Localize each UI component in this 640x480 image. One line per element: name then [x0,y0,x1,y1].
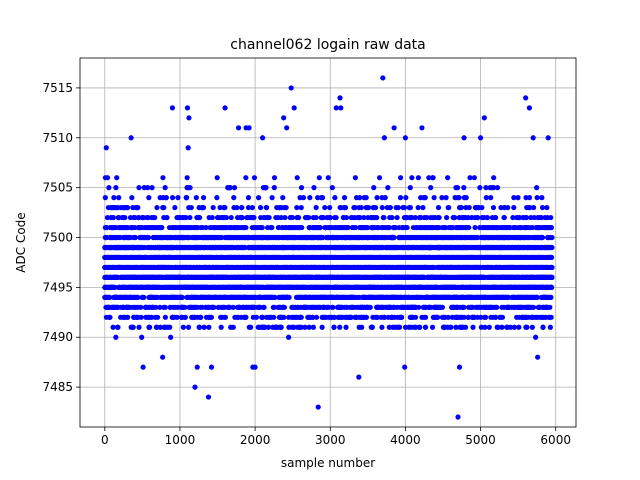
grid [80,58,576,427]
data-point [306,214,312,221]
data-point [102,195,108,201]
data-point [162,314,168,320]
data-point [337,324,343,330]
data-point [278,214,284,221]
data-point [172,204,178,211]
data-point [461,304,467,310]
data-point [113,334,119,340]
chart-title: channel062 logain raw data [230,37,425,53]
data-point [472,224,478,231]
data-point [420,204,426,211]
data-point [198,314,204,320]
data-point [218,324,224,330]
data-point [115,214,122,221]
data-point [141,294,147,300]
data-point [394,214,400,221]
data-point [326,304,332,310]
data-point [392,224,399,231]
data-point [416,304,422,310]
data-point [104,214,111,221]
data-points [102,75,555,420]
data-point [149,314,155,320]
data-point [182,314,188,320]
data-point [282,214,288,221]
data-point [327,204,333,211]
data-point [343,324,349,330]
data-point [203,224,209,231]
data-point [381,214,387,221]
data-point [271,304,277,310]
data-point [298,204,304,211]
data-point [145,234,152,241]
data-point [136,324,142,330]
data-point [446,204,452,211]
data-point [330,304,336,310]
data-point [386,224,392,231]
data-point [444,214,450,221]
data-point [415,204,421,211]
data-point [132,234,138,241]
data-point [228,214,234,221]
data-point [310,324,316,330]
data-point [153,304,159,310]
data-point [145,214,151,221]
data-point [168,334,174,340]
data-point [138,304,144,310]
data-point [217,204,223,211]
data-point [417,324,423,330]
data-point [230,324,236,330]
data-point [138,314,144,320]
data-point [106,294,113,300]
data-point [255,195,262,201]
data-point [313,314,320,320]
data-point [286,334,292,340]
data-point [139,334,145,340]
data-point [259,224,265,231]
data-point [296,214,302,221]
data-point [352,204,358,211]
data-point [161,204,167,211]
